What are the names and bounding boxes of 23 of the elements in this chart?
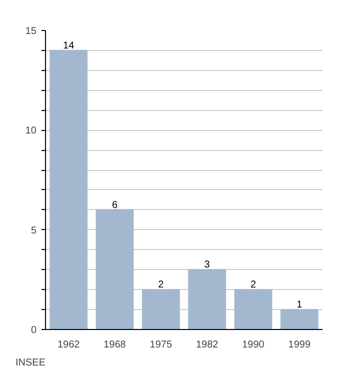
bar bbox=[96, 209, 134, 330]
bar bbox=[50, 50, 88, 330]
data-label: 3 bbox=[204, 260, 210, 271]
data-label: 1 bbox=[296, 300, 303, 311]
data-label: 2 bbox=[250, 280, 256, 291]
x-tick-label: 1999 bbox=[288, 340, 311, 350]
text: INSEE bbox=[16, 358, 46, 368]
bar bbox=[280, 309, 318, 330]
data-label: 6 bbox=[112, 200, 118, 211]
x-tick-label: 1962 bbox=[57, 340, 80, 350]
x-tick-label: 1975 bbox=[150, 340, 172, 350]
x-tick-label: 1990 bbox=[242, 340, 265, 350]
x-tick-label: 1982 bbox=[196, 340, 219, 350]
y-tick-label: 10 bbox=[25, 126, 37, 137]
bar bbox=[234, 289, 272, 330]
data-label: 14 bbox=[63, 40, 75, 52]
bar bbox=[142, 289, 180, 330]
y-tick-label: 5 bbox=[30, 225, 37, 236]
y-tick-label: 15 bbox=[25, 26, 37, 37]
bar bbox=[188, 269, 226, 330]
data-label: 2 bbox=[158, 280, 164, 291]
x-tick-label: 1968 bbox=[104, 340, 126, 350]
y-tick-label: 0 bbox=[30, 325, 37, 336]
